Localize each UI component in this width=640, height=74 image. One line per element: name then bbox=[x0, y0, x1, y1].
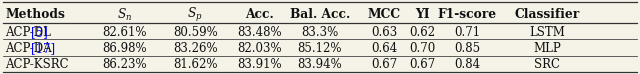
Text: 0.67: 0.67 bbox=[371, 58, 397, 71]
Text: F1-score: F1-score bbox=[438, 8, 497, 21]
Text: [5]: [5] bbox=[31, 26, 48, 39]
Text: SRC: SRC bbox=[534, 58, 560, 71]
Text: 83.94%: 83.94% bbox=[298, 58, 342, 71]
Text: Acc.: Acc. bbox=[245, 8, 273, 21]
Text: 86.23%: 86.23% bbox=[102, 58, 147, 71]
Text: 0.84: 0.84 bbox=[454, 58, 480, 71]
Text: 0.67: 0.67 bbox=[409, 58, 436, 71]
Text: 83.3%: 83.3% bbox=[301, 26, 339, 39]
Text: ACP-KSRC: ACP-KSRC bbox=[5, 58, 68, 71]
Text: YI: YI bbox=[415, 8, 429, 21]
Text: ACP-DA: ACP-DA bbox=[5, 42, 52, 55]
Text: 0.63: 0.63 bbox=[371, 26, 397, 39]
Text: 83.48%: 83.48% bbox=[237, 26, 282, 39]
Text: Bal. Acc.: Bal. Acc. bbox=[290, 8, 350, 21]
Text: $S_p$: $S_p$ bbox=[188, 6, 203, 24]
Text: 0.62: 0.62 bbox=[410, 26, 435, 39]
Text: 0.70: 0.70 bbox=[409, 42, 436, 55]
Text: 83.26%: 83.26% bbox=[173, 42, 218, 55]
Text: 85.12%: 85.12% bbox=[298, 42, 342, 55]
Text: LSTM: LSTM bbox=[529, 26, 565, 39]
Text: 83.91%: 83.91% bbox=[237, 58, 282, 71]
Text: 82.61%: 82.61% bbox=[102, 26, 147, 39]
Text: MLP: MLP bbox=[533, 42, 561, 55]
Text: 86.98%: 86.98% bbox=[102, 42, 147, 55]
Text: Classifier: Classifier bbox=[515, 8, 580, 21]
Text: Methods: Methods bbox=[5, 8, 65, 21]
Text: 0.85: 0.85 bbox=[454, 42, 480, 55]
Text: 81.62%: 81.62% bbox=[173, 58, 218, 71]
Text: 82.03%: 82.03% bbox=[237, 42, 282, 55]
Text: ACP-DL: ACP-DL bbox=[5, 26, 51, 39]
Text: $S_n$: $S_n$ bbox=[117, 7, 132, 23]
Text: 80.59%: 80.59% bbox=[173, 26, 218, 39]
Text: 0.64: 0.64 bbox=[371, 42, 397, 55]
Text: [17]: [17] bbox=[31, 42, 55, 55]
Text: 0.71: 0.71 bbox=[454, 26, 480, 39]
Text: MCC: MCC bbox=[367, 8, 401, 21]
